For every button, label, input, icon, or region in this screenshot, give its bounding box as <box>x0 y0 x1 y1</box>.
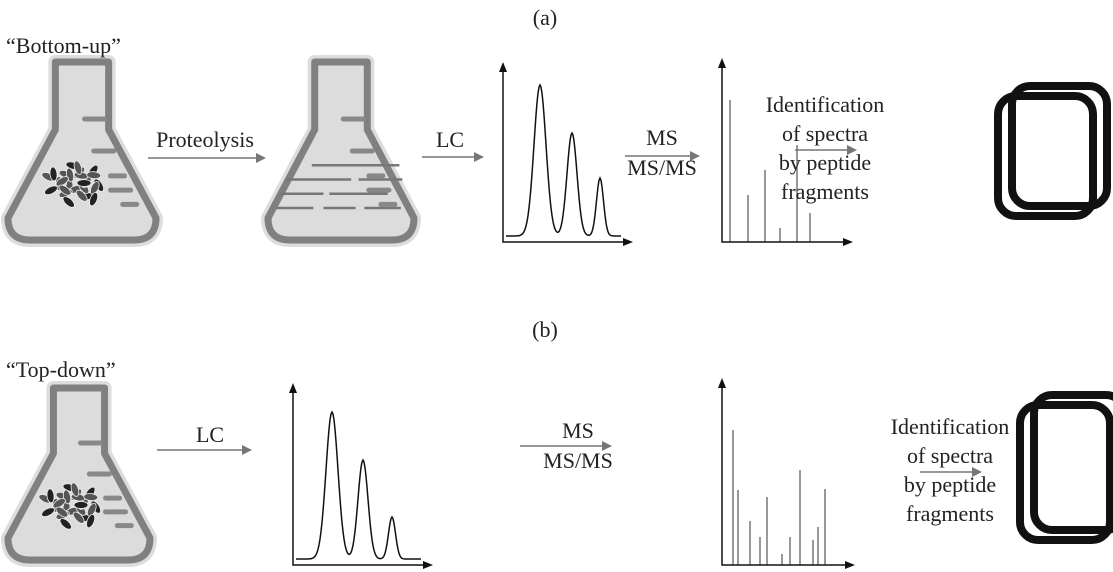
protein <box>59 518 72 530</box>
protein <box>52 498 66 509</box>
result-line: Identification <box>891 414 1010 439</box>
axis <box>502 70 625 243</box>
protein <box>41 507 55 518</box>
ms-label: MS/MS <box>543 448 613 473</box>
arrow-head <box>847 145 857 155</box>
flask <box>4 384 154 564</box>
result-line: by peptide <box>904 472 996 497</box>
protein <box>46 488 55 504</box>
protein <box>55 506 69 518</box>
axis-head <box>845 561 855 569</box>
doc-front <box>1016 401 1113 544</box>
protein <box>83 493 99 502</box>
protein <box>72 511 85 524</box>
flask <box>264 58 418 244</box>
protein <box>73 160 83 175</box>
chromatogram <box>506 83 621 237</box>
axis-head <box>718 378 726 388</box>
flask <box>4 58 160 244</box>
protein <box>86 502 97 517</box>
arrow-head <box>474 152 484 162</box>
axis-head <box>623 238 633 246</box>
protein <box>73 501 89 509</box>
protein <box>86 171 102 180</box>
axis-head <box>499 62 507 72</box>
panel-label: (a) <box>533 5 557 30</box>
doc-back <box>1008 82 1111 210</box>
protein <box>75 189 88 202</box>
axis-head <box>718 58 726 68</box>
result-line: of spectra <box>782 121 868 146</box>
doc-front <box>994 92 1097 220</box>
panel-title: “Bottom-up” <box>6 33 121 58</box>
arrow-head <box>690 151 700 161</box>
protein <box>58 184 72 196</box>
protein <box>89 180 100 195</box>
arrow-head <box>602 441 612 451</box>
axis-head <box>289 383 297 393</box>
axis-head <box>423 561 433 569</box>
arrow-head <box>256 153 266 163</box>
protein <box>44 185 58 196</box>
chromatogram <box>296 410 421 560</box>
result-line: Identification <box>766 92 885 117</box>
ms-label: MS/MS <box>627 155 697 180</box>
ms-label: MS <box>646 125 678 150</box>
protein <box>76 179 92 187</box>
protein <box>49 166 58 182</box>
protein <box>86 514 96 529</box>
result-line: fragments <box>781 179 869 204</box>
arrow-head <box>242 445 252 455</box>
result-line: by peptide <box>779 150 871 175</box>
result-line: fragments <box>906 501 994 526</box>
protein <box>89 192 99 207</box>
arrow-head <box>972 467 982 477</box>
protein <box>62 196 75 208</box>
axis-head <box>843 238 853 246</box>
panel-title: “Top-down” <box>6 357 116 382</box>
axis <box>292 391 425 566</box>
step-label: LC <box>436 127 464 152</box>
result-line: of spectra <box>907 443 993 468</box>
doc-back <box>1030 391 1113 534</box>
panel-label: (b) <box>532 317 558 342</box>
step-label: Proteolysis <box>156 127 254 152</box>
protein <box>55 176 69 187</box>
ms-label: MS <box>562 418 594 443</box>
step-label: LC <box>196 422 224 447</box>
protein <box>70 482 80 497</box>
axis <box>721 386 847 566</box>
axis <box>721 66 845 243</box>
